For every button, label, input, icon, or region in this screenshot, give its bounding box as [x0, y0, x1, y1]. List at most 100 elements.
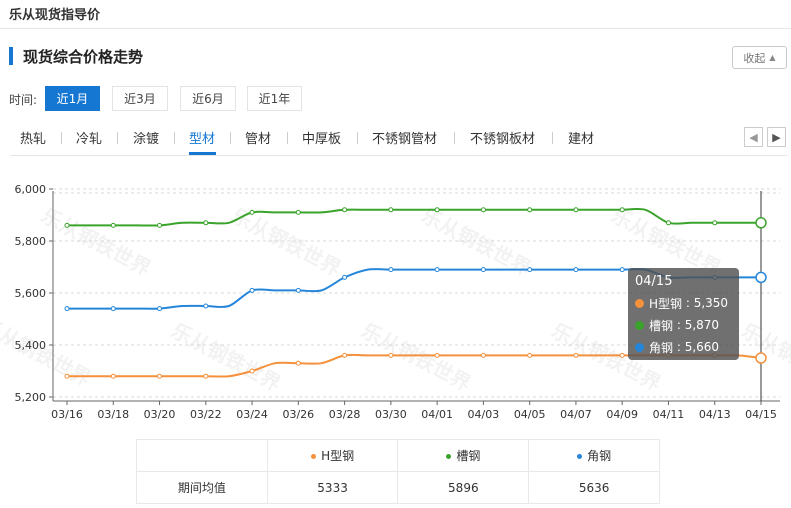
series-1-point: [480, 207, 486, 213]
series-2-point: [527, 267, 533, 273]
tab-cold-rolled[interactable]: 冷轧: [76, 132, 103, 147]
series-1-point: [712, 220, 718, 226]
average-table-row: 期间均值 5333 5896 5636: [136, 471, 660, 504]
series-0-point: [573, 352, 579, 358]
header-label: H型钢: [321, 449, 355, 463]
tab-separator: [454, 132, 455, 144]
period-option-6m[interactable]: 近6月: [180, 86, 236, 111]
tab-coated[interactable]: 涂镀: [133, 132, 160, 147]
legend-dot-icon: [577, 454, 583, 459]
legend-dot-icon: [446, 454, 452, 459]
tabs-prev-icon[interactable]: ◀: [744, 127, 763, 147]
series-0-point: [342, 352, 348, 358]
section-title: 现货综合价格走势: [23, 48, 144, 66]
series-1-point: [434, 207, 440, 213]
tab-construction[interactable]: 建材: [568, 132, 595, 147]
header-cell-h-beam: H型钢: [266, 439, 399, 472]
tab-stainless-pipes[interactable]: 不锈钢管材: [372, 132, 438, 147]
tab-hot-rolled[interactable]: 热轧: [20, 132, 47, 147]
series-2-point: [342, 274, 348, 280]
period-option-3m[interactable]: 近3月: [112, 86, 168, 111]
series-0-point: [295, 360, 301, 366]
legend-dot-icon: [311, 454, 317, 459]
page-title: 乐从现货指导价: [9, 8, 101, 23]
x-tick-label: 03/22: [190, 408, 222, 421]
header-cell-channel: 槽钢: [397, 439, 530, 472]
series-0-point: [388, 352, 394, 358]
series-1-point: [342, 207, 348, 213]
series-1-point: [665, 220, 671, 226]
series-2-point-highlight: [755, 271, 767, 284]
series-1-point: [203, 220, 209, 226]
average-table: H型钢 槽钢 角钢 期间均值 5333 5896 5636: [136, 439, 660, 504]
series-0-point: [434, 352, 440, 358]
series-2-point: [203, 303, 209, 309]
legend-dot-icon: [635, 298, 644, 308]
legend-dot-icon: [635, 342, 644, 352]
tooltip-series-value: 5,660: [684, 340, 720, 354]
x-tick-label: 04/13: [699, 408, 731, 421]
series-2-point: [434, 267, 440, 273]
tooltip-series-value: 5,350: [693, 296, 729, 310]
series-2-point: [388, 267, 394, 273]
header-empty-cell: [136, 439, 268, 472]
collapse-label: 收起: [743, 51, 766, 65]
series-0-point: [527, 352, 533, 358]
tab-separator: [117, 132, 118, 144]
series-2-point: [249, 287, 255, 293]
period-option-1m[interactable]: 近1月: [45, 86, 100, 111]
tabs-divider: [10, 155, 788, 156]
x-tick-label: 03/24: [236, 408, 268, 421]
tab-sections[interactable]: 型材: [189, 132, 216, 147]
top-divider: [0, 28, 791, 29]
series-1-point: [249, 209, 255, 215]
tooltip-series-value: 5,870: [684, 318, 720, 332]
tooltip-row-channel: 槽钢 : 5,870: [635, 314, 732, 336]
series-0-point: [157, 373, 163, 379]
avg-value-channel: 5896: [397, 471, 530, 504]
chart-axes: 5,200 5,400 5,600 5,800 6,000 03/16 03/18 03/20…: [15, 183, 780, 421]
tab-plates[interactable]: 中厚板: [302, 132, 342, 147]
series-0-point: [480, 352, 486, 358]
tab-pipes[interactable]: 管材: [245, 132, 272, 147]
tooltip-row-angle: 角钢 : 5,660: [635, 336, 732, 358]
header-label: 槽钢: [456, 449, 481, 463]
header-cell-angle: 角钢: [528, 439, 660, 472]
tooltip-series-name: 角钢: [649, 340, 674, 355]
series-0-point: [203, 373, 209, 379]
series-2-point: [573, 267, 579, 273]
series-1-point: [527, 207, 533, 213]
tab-separator: [287, 132, 288, 144]
category-tabs: 热轧 冷轧 涂镀 型材 管材 中厚板 不锈钢管材 不锈钢板材 建材 ◀ ▶: [0, 122, 791, 156]
x-tick-label: 04/07: [560, 408, 592, 421]
x-tick-label: 04/15: [745, 408, 777, 421]
series-1-point: [157, 222, 163, 228]
x-tick-label: 04/09: [606, 408, 638, 421]
series-1-point-highlight: [755, 217, 767, 229]
watermark-text: 乐从钢铁世界: [38, 203, 155, 281]
x-tick-label: 04/01: [421, 408, 453, 421]
tab-stainless-plates[interactable]: 不锈钢板材: [470, 132, 536, 147]
series-1-point: [64, 222, 70, 228]
period-option-1y[interactable]: 近1年: [247, 86, 302, 111]
series-2-point: [110, 306, 116, 312]
series-2-point: [480, 267, 486, 273]
tabs-next-icon[interactable]: ▶: [767, 127, 786, 147]
x-tick-label: 03/18: [97, 408, 129, 421]
tab-separator: [174, 132, 175, 144]
watermark-text: 乐从钢铁世界: [358, 318, 475, 396]
y-tick-label: 6,000: [15, 183, 47, 196]
tooltip-series-name: H型钢: [649, 296, 683, 311]
collapse-button[interactable]: 收起 ▲: [732, 46, 787, 69]
y-tick-label: 5,200: [15, 391, 47, 404]
x-tick-label: 03/30: [375, 408, 407, 421]
average-table-header: H型钢 槽钢 角钢: [136, 439, 660, 472]
caret-up-icon: ▲: [769, 53, 776, 62]
avg-value-angle: 5636: [528, 471, 660, 504]
series-1-point: [110, 222, 116, 228]
tab-separator: [230, 132, 231, 144]
chart-tooltip: 04/15 H型钢 : 5,350 槽钢 : 5,870 角钢 : 5,660: [628, 268, 739, 360]
y-tick-label: 5,400: [15, 339, 47, 352]
tooltip-series-name: 槽钢: [649, 318, 674, 333]
